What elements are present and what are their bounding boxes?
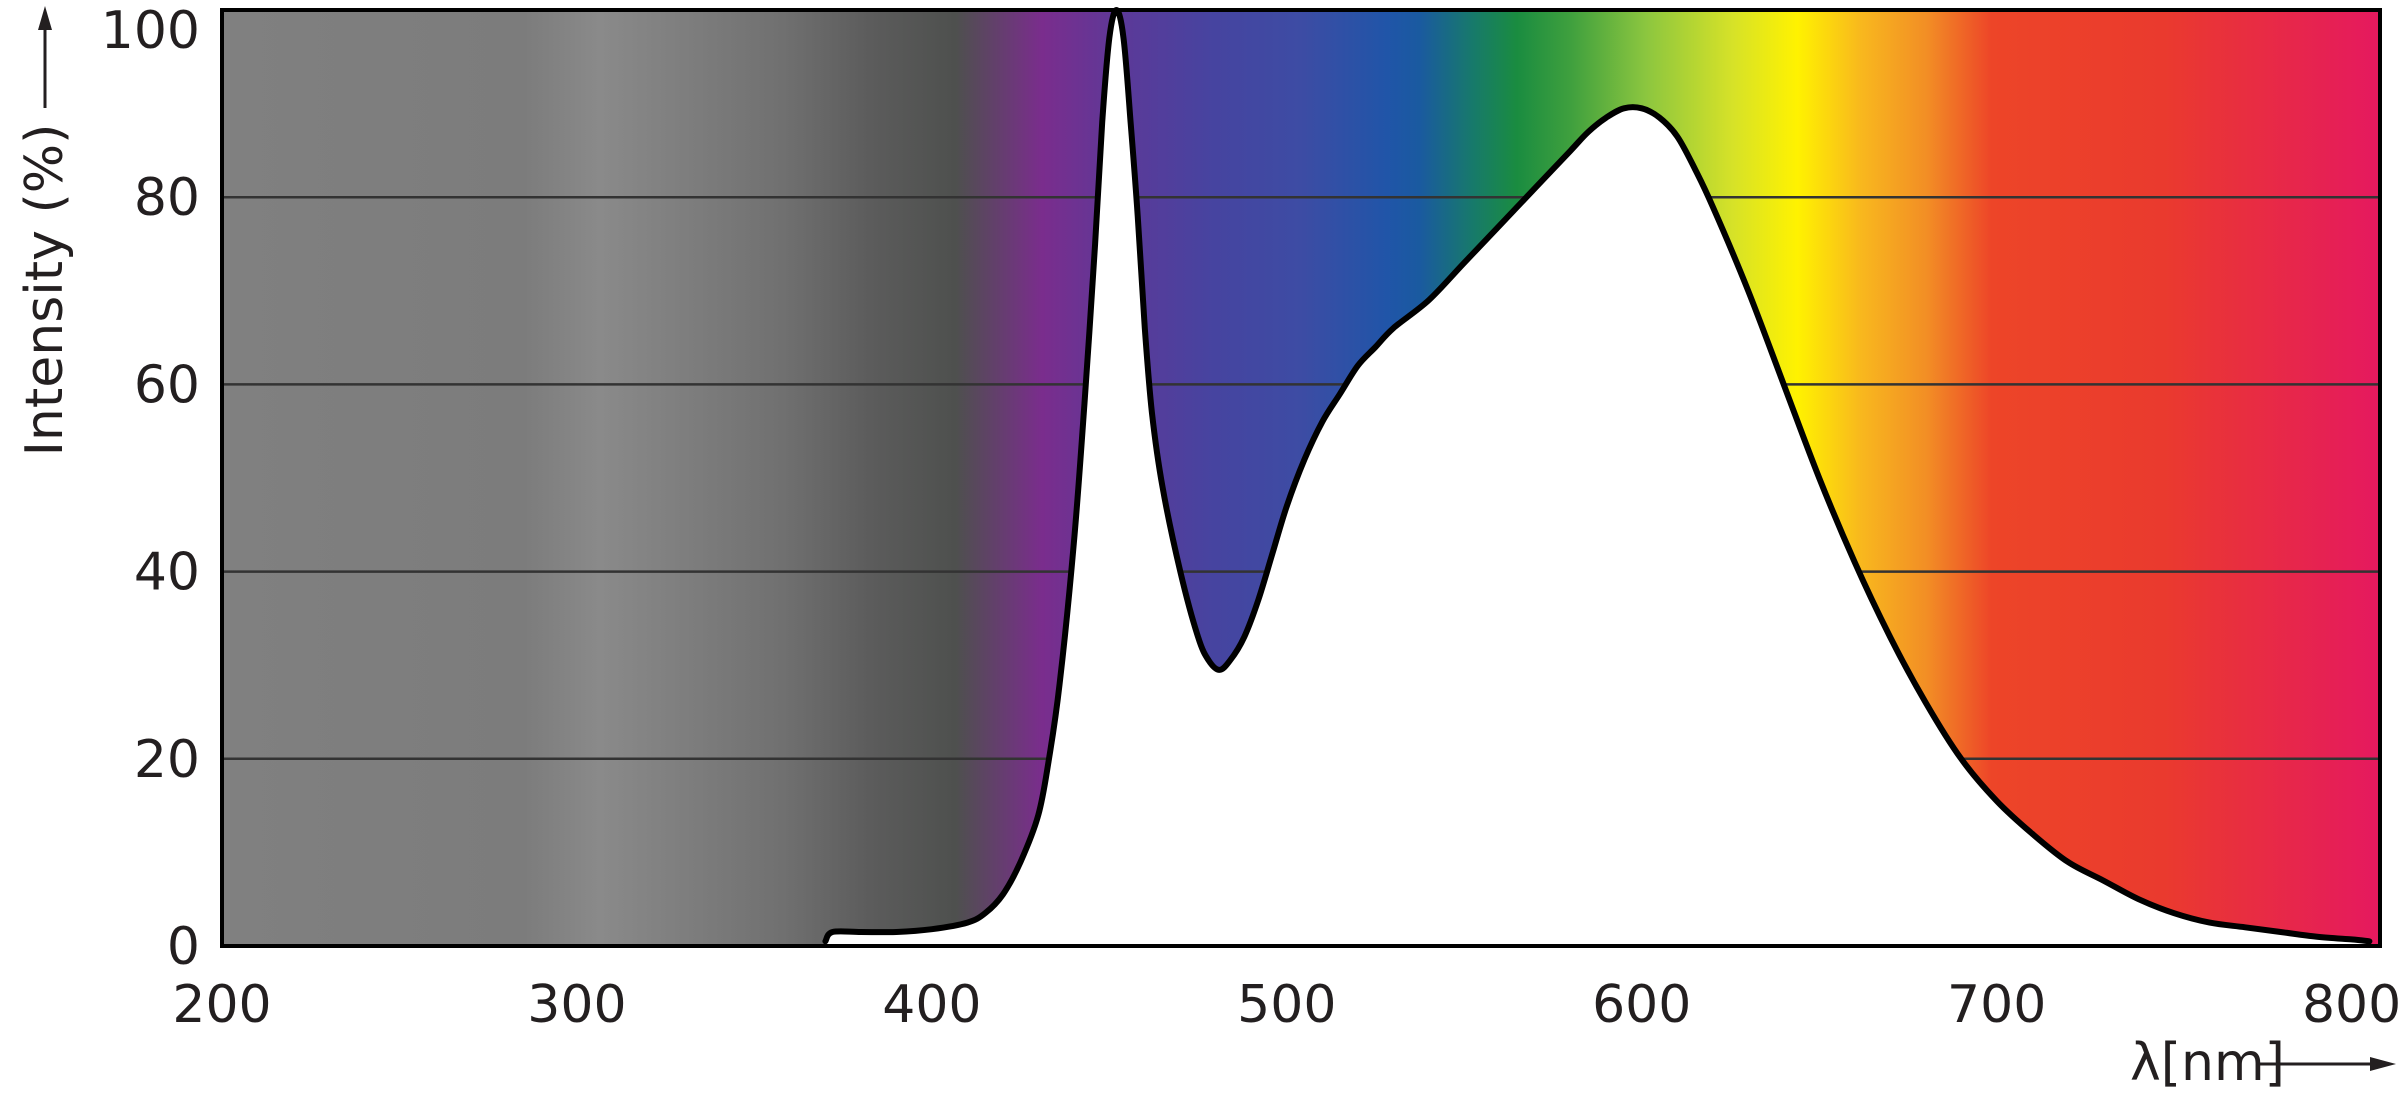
y-axis-title: Intensity (%)	[15, 124, 75, 457]
x-tick-label: 500	[1237, 975, 1336, 1035]
y-tick-label: 60	[134, 355, 200, 415]
x-tick-label: 700	[1947, 975, 2046, 1035]
x-tick-label: 600	[1592, 975, 1691, 1035]
intensity-curve	[822, 7, 2373, 945]
y-tick-label: 100	[101, 1, 200, 61]
x-tick-label: 200	[172, 975, 271, 1035]
y-tick-label: 80	[134, 168, 200, 228]
intensity-area	[825, 10, 2370, 946]
x-tick-label: 300	[527, 975, 626, 1035]
x-tick-label: 400	[882, 975, 981, 1035]
plot-frame	[220, 8, 2382, 948]
y-tick-label: 40	[134, 543, 200, 603]
y-tick-label: 20	[134, 730, 200, 790]
y-tick-label: 0	[167, 917, 200, 977]
x-axis-arrow-head	[2370, 1057, 2396, 1071]
x-axis-title: λ[nm]	[2130, 1033, 2285, 1093]
y-tick-labels: 0 20 40 60 80 100	[101, 1, 200, 977]
y-axis-arrow-head	[38, 6, 52, 30]
x-tick-label: 800	[2302, 975, 2400, 1035]
x-tick-labels: 200 300 400 500 600 700 800	[172, 975, 2400, 1035]
